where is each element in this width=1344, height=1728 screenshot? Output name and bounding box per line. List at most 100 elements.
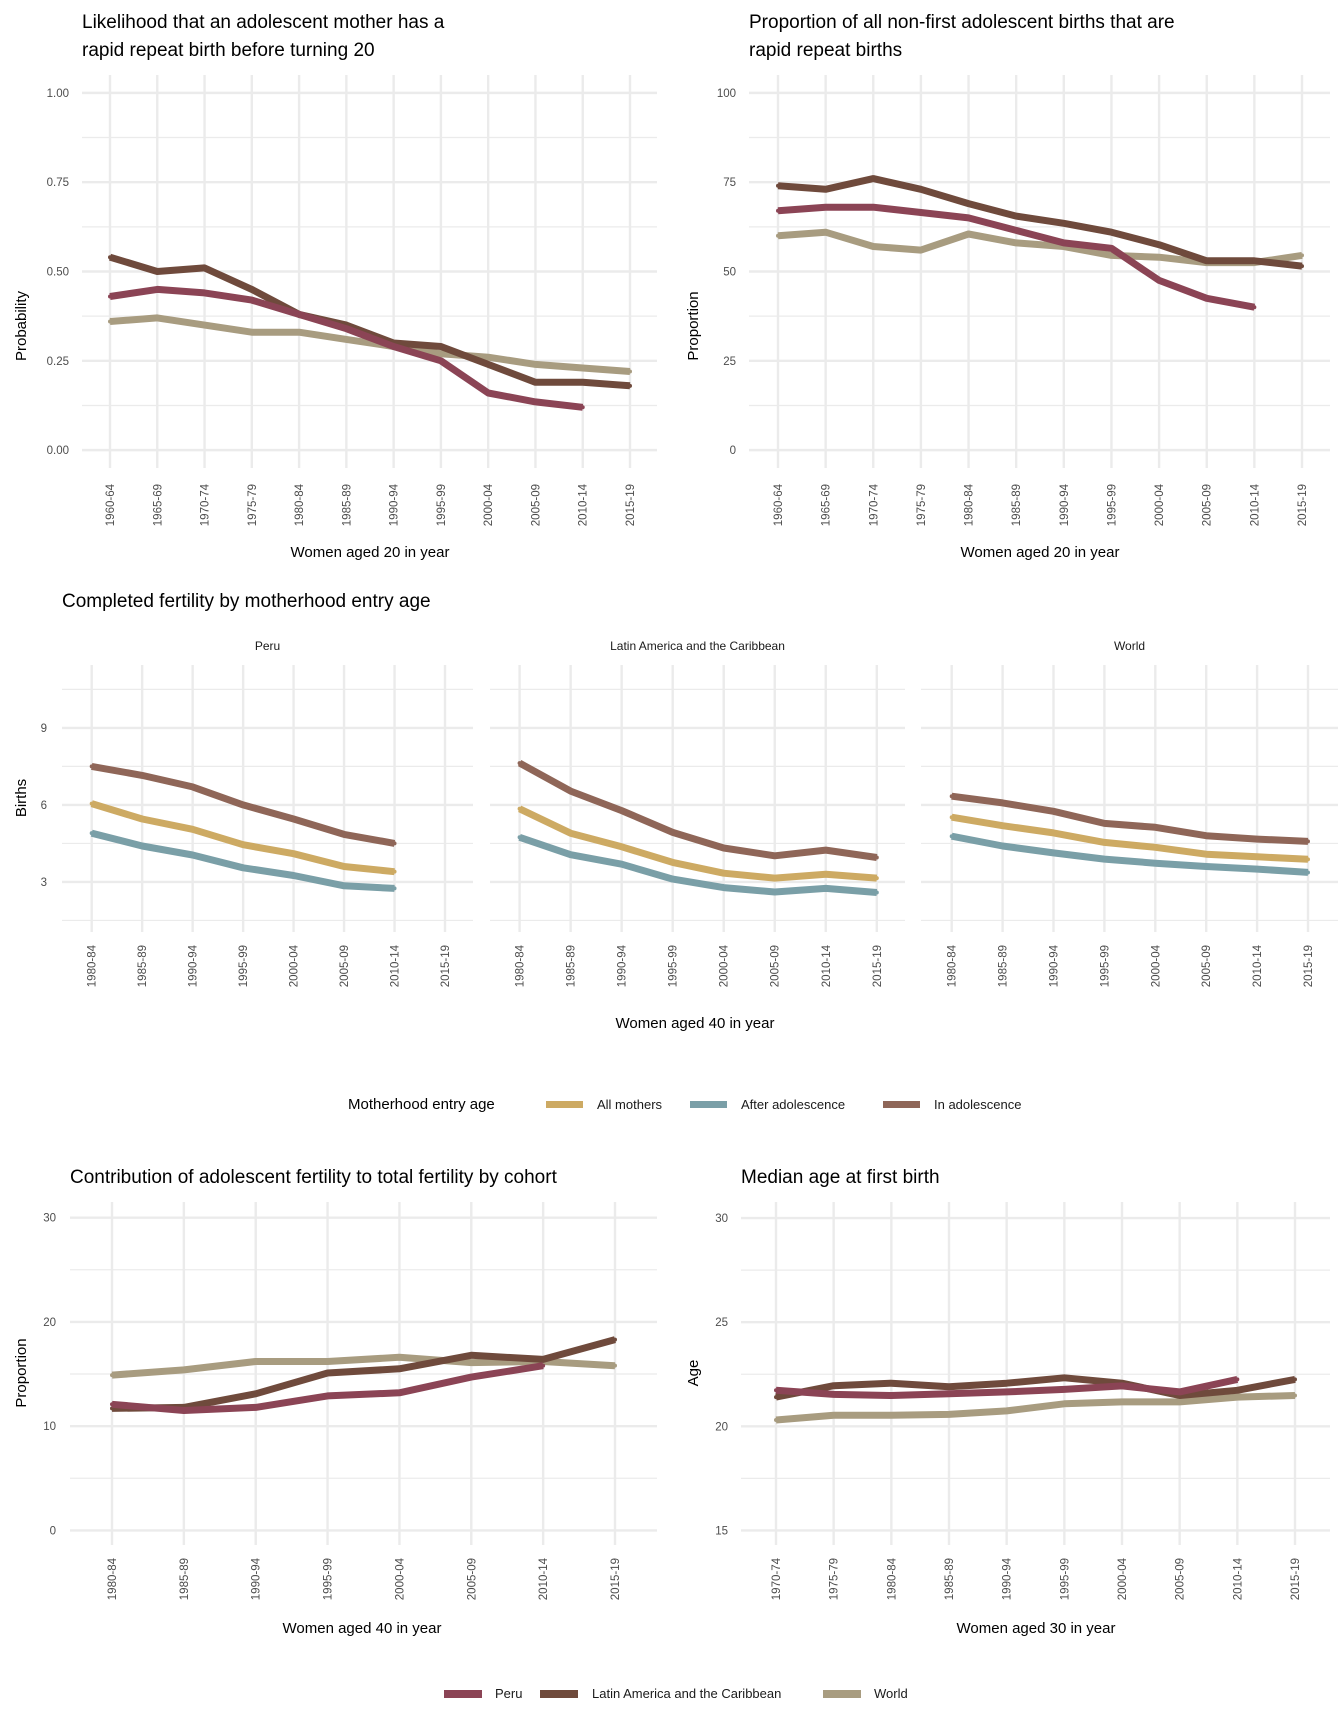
data-point bbox=[155, 269, 160, 274]
data-point bbox=[325, 1393, 330, 1398]
data-point bbox=[297, 312, 302, 317]
y-tick-label: 25 bbox=[715, 1317, 728, 1329]
data-point bbox=[108, 319, 112, 324]
data-point bbox=[670, 830, 675, 835]
data-point bbox=[438, 351, 443, 356]
data-point bbox=[947, 1384, 951, 1389]
data-point bbox=[776, 208, 780, 213]
data-point bbox=[202, 265, 207, 270]
data-point bbox=[1157, 242, 1162, 247]
x-tick-label: 1990-94 bbox=[188, 944, 200, 987]
data-point bbox=[1004, 1381, 1009, 1386]
data-point bbox=[1051, 850, 1056, 855]
data-point bbox=[871, 176, 876, 181]
legend-label: World bbox=[874, 1686, 908, 1701]
x-tick-label: 2005-09 bbox=[1201, 945, 1213, 987]
x-tick-label: 2005-09 bbox=[466, 1558, 478, 1600]
data-point bbox=[823, 872, 828, 877]
y-axis-title: Births bbox=[13, 779, 30, 817]
x-tick-label: 1960-64 bbox=[773, 483, 785, 526]
data-point bbox=[486, 355, 491, 360]
x-tick-label: 2005-09 bbox=[770, 945, 782, 987]
data-point bbox=[613, 1337, 617, 1342]
data-point bbox=[1177, 1389, 1182, 1394]
data-point bbox=[1062, 1401, 1067, 1406]
x-tick-label: 1980-84 bbox=[947, 944, 959, 987]
x-tick-label: 2015-19 bbox=[440, 945, 452, 987]
data-point bbox=[1004, 1408, 1009, 1413]
x-tick-label: 2015-19 bbox=[610, 1558, 622, 1600]
data-point bbox=[155, 315, 160, 320]
y-tick-label: 0 bbox=[50, 1525, 56, 1537]
y-axis-title: Proportion bbox=[13, 1338, 30, 1407]
data-point bbox=[1177, 1399, 1182, 1404]
data-point bbox=[1000, 823, 1005, 828]
data-point bbox=[202, 290, 207, 295]
series-line-in-adolescence bbox=[517, 760, 878, 861]
data-point bbox=[721, 885, 726, 890]
y-tick-label: 10 bbox=[43, 1421, 56, 1433]
data-point bbox=[291, 873, 296, 878]
x-tick-label: 2015-19 bbox=[625, 484, 637, 526]
data-point bbox=[772, 889, 777, 894]
data-point bbox=[949, 815, 954, 820]
series-line-all-mothers bbox=[951, 813, 1309, 863]
data-point bbox=[486, 362, 491, 367]
data-point bbox=[823, 187, 828, 192]
x-tick-label: 1995-99 bbox=[668, 945, 680, 987]
data-point bbox=[721, 846, 726, 851]
data-point bbox=[619, 844, 624, 849]
data-point bbox=[949, 834, 954, 839]
y-tick-label: 1.00 bbox=[47, 88, 69, 100]
data-point bbox=[249, 287, 254, 292]
data-point bbox=[670, 877, 675, 882]
data-point bbox=[1252, 305, 1257, 310]
x-tick-label: 1985-89 bbox=[137, 945, 149, 987]
y-tick-label: 20 bbox=[43, 1317, 56, 1329]
data-point bbox=[392, 869, 397, 874]
data-point bbox=[774, 1395, 778, 1400]
data-point bbox=[871, 205, 876, 210]
facet-peru: Peru 3 6 9 1980-84 1985-89 1990-94 1995-99 2000-… bbox=[41, 639, 473, 987]
data-point bbox=[1306, 857, 1310, 862]
data-point bbox=[772, 876, 777, 881]
data-point bbox=[541, 1357, 546, 1362]
series-line-latin-america-and-the-caribbean bbox=[111, 1336, 616, 1412]
x-axis-title: Women aged 20 in year bbox=[291, 544, 450, 561]
x-tick-label: 1995-99 bbox=[1106, 484, 1118, 526]
x-tick-label: 1990-94 bbox=[389, 483, 401, 526]
data-point bbox=[721, 871, 726, 876]
series-line-in-adolescence bbox=[951, 792, 1309, 845]
data-point bbox=[533, 399, 538, 404]
data-point bbox=[181, 1367, 186, 1372]
data-point bbox=[342, 832, 347, 837]
chart-title: Completed fertility by motherhood entry … bbox=[62, 591, 431, 612]
data-point bbox=[253, 1391, 258, 1396]
x-tick-label: 1980-84 bbox=[87, 944, 99, 987]
data-point bbox=[1102, 840, 1107, 845]
legend-key bbox=[690, 1101, 727, 1108]
data-point bbox=[110, 1402, 114, 1407]
chart-panel-2: Proportion of all non-first adolescent b… bbox=[685, 12, 1330, 561]
y-tick-label: 9 bbox=[41, 723, 47, 735]
data-point bbox=[1014, 240, 1019, 245]
data-point bbox=[1306, 839, 1310, 844]
data-point bbox=[831, 1383, 836, 1388]
data-point bbox=[1153, 845, 1158, 850]
data-point bbox=[344, 337, 349, 342]
legend-key bbox=[883, 1101, 920, 1108]
x-axis-title: Women aged 40 in year bbox=[616, 1015, 775, 1032]
data-point bbox=[776, 233, 780, 238]
y-tick-label: 30 bbox=[43, 1213, 56, 1225]
y-tick-label: 100 bbox=[717, 88, 736, 100]
data-point bbox=[1000, 800, 1005, 805]
x-tick-label: 1995-99 bbox=[436, 484, 448, 526]
data-point bbox=[1061, 221, 1066, 226]
data-point bbox=[1004, 1389, 1009, 1394]
data-point bbox=[874, 876, 879, 881]
data-point bbox=[241, 802, 246, 807]
data-point bbox=[438, 344, 443, 349]
x-tick-label: 2005-09 bbox=[1202, 484, 1214, 526]
data-point bbox=[772, 853, 777, 858]
